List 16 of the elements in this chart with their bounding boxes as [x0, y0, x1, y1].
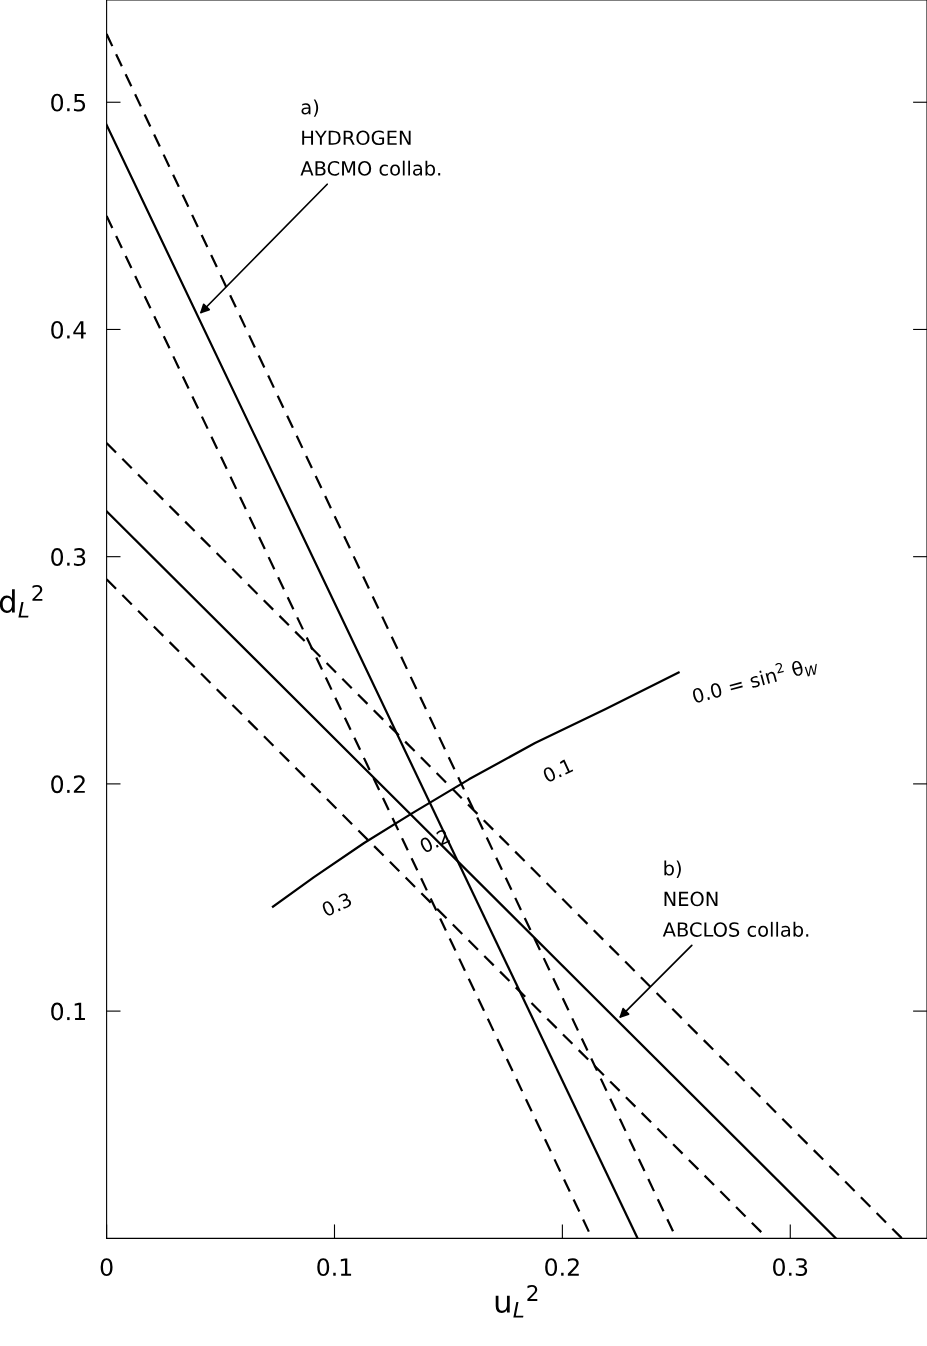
y-tick-label: 0.1 [51, 1002, 85, 1021]
x-tick-label: 0.3 [773, 1258, 808, 1277]
y-tick-label: 0.2 [51, 775, 85, 794]
y-tick-label: 0.3 [51, 548, 86, 566]
y-axis-title: d$_{L}$$^{2}$ [0, 585, 43, 618]
x-tick-label: 0.1 [317, 1258, 352, 1277]
annotation: 0.1 [541, 757, 574, 784]
x-axis-title: u$_{L}$$^{2}$ [495, 1285, 538, 1318]
x-tick-label: 0 [100, 1258, 113, 1277]
y-tick-label: 0.5 [51, 93, 86, 112]
annotation: 0.0 = sin$^{2}$ θ$_{W}$ [690, 653, 820, 707]
y-tick-label: 0.4 [51, 320, 86, 339]
annotation: a) HYDROGEN ABCMO collab. [300, 99, 441, 176]
annotation: 0.3 [320, 891, 353, 918]
x-tick-label: 0.2 [545, 1258, 579, 1277]
annotation: b) NEON ABCLOS collab. [662, 860, 809, 937]
